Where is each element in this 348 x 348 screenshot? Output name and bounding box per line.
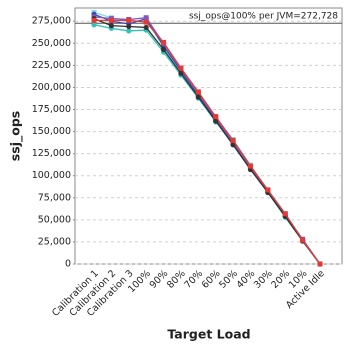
y-tick-label: 175,000 <box>32 104 71 115</box>
x-tick-label: 20% <box>269 268 292 291</box>
point <box>247 163 253 169</box>
point <box>126 28 132 34</box>
plot-area <box>74 7 343 265</box>
x-axis-title: Target Load <box>167 327 250 342</box>
point <box>126 23 132 30</box>
y-axis-title: ssj_ops <box>8 111 24 161</box>
y-tick-label: 0 <box>65 259 71 270</box>
point <box>317 261 323 267</box>
x-tick-label: 80% <box>165 268 188 291</box>
point <box>160 46 167 53</box>
point <box>178 65 184 71</box>
y-tick-label: 100,000 <box>32 170 71 181</box>
y-tick-label: 25,000 <box>38 236 71 247</box>
point <box>213 114 219 120</box>
point <box>108 23 114 29</box>
y-tick-label: 275,000 <box>32 16 71 27</box>
y-tick-label: 50,000 <box>38 214 71 225</box>
point <box>91 17 97 23</box>
annotation: ssj_ops@100% per JVM=272,728 <box>189 12 338 22</box>
point <box>126 17 132 23</box>
point <box>230 137 236 143</box>
point <box>143 15 149 21</box>
point <box>91 22 97 28</box>
y-tick-label: 75,000 <box>38 192 71 203</box>
point <box>213 118 219 124</box>
y-tick-label: 225,000 <box>32 60 71 71</box>
point <box>161 39 167 45</box>
point <box>108 17 114 23</box>
point <box>143 24 149 31</box>
series-line <box>94 19 321 265</box>
point <box>178 70 184 76</box>
series-line <box>93 17 321 265</box>
x-tick-label: 60% <box>200 268 223 291</box>
point <box>195 89 201 95</box>
x-tick-label: 50% <box>217 268 240 291</box>
x-tick-label: 40% <box>235 268 258 291</box>
point <box>300 237 306 243</box>
x-tick-label: 90% <box>148 268 171 291</box>
x-tick-label: 30% <box>252 268 275 291</box>
point <box>143 19 149 25</box>
x-tick-label: 70% <box>182 268 205 291</box>
point <box>195 94 201 100</box>
y-tick-label: 200,000 <box>32 82 71 93</box>
point <box>282 211 288 217</box>
point <box>230 142 236 148</box>
y-tick-label: 125,000 <box>32 148 71 159</box>
y-tick-label: 150,000 <box>32 126 71 137</box>
point <box>265 187 271 193</box>
y-tick-label: 250,000 <box>32 38 71 49</box>
